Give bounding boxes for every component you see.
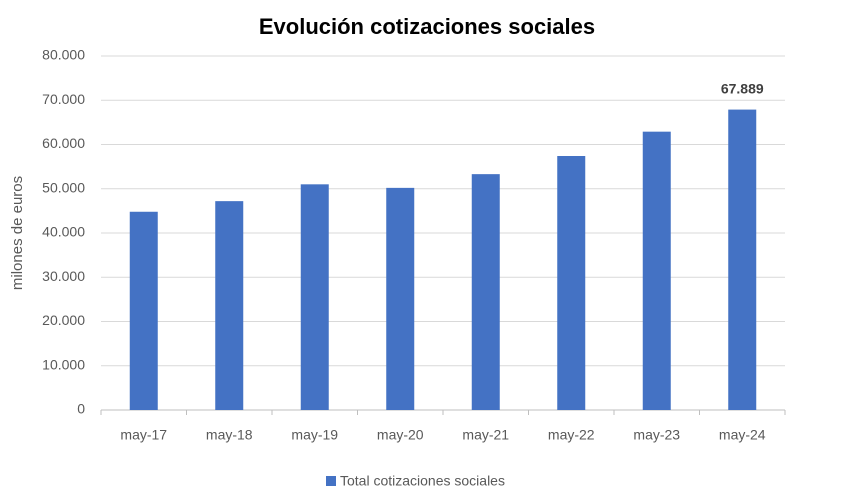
y-tick-label: 20.000: [42, 312, 85, 328]
y-tick-label: 50.000: [42, 179, 85, 195]
y-tick-label: 40.000: [42, 224, 85, 240]
y-tick-label: 70.000: [42, 91, 85, 107]
legend-label: Total cotizaciones sociales: [340, 473, 505, 489]
bar: [215, 201, 244, 410]
x-tick-label: may-22: [548, 427, 595, 443]
x-tick-label: may-23: [633, 427, 680, 443]
x-tick-label: may-19: [291, 427, 338, 443]
x-tick-label: may-24: [719, 427, 766, 443]
y-tick-label: 60.000: [42, 135, 85, 151]
bar: [386, 187, 415, 410]
y-tick-label: 10.000: [42, 356, 85, 372]
legend-marker: [326, 476, 336, 486]
x-tick-label: may-17: [120, 427, 167, 443]
bar: [471, 174, 500, 410]
bar: [300, 184, 329, 410]
x-tick-label: may-20: [377, 427, 424, 443]
y-tick-label: 30.000: [42, 268, 85, 284]
bar: [728, 109, 757, 410]
x-tick-label: may-21: [462, 427, 509, 443]
y-axis-label: milones de euros: [9, 176, 26, 290]
bar: [557, 156, 586, 410]
chart-title: Evolución cotizaciones sociales: [259, 14, 595, 39]
y-tick-label: 80.000: [42, 47, 85, 63]
bar: [642, 131, 671, 411]
data-label: 67.889: [721, 80, 764, 96]
x-tick-label: may-18: [206, 427, 253, 443]
y-tick-label: 0: [77, 401, 85, 417]
bar: [129, 211, 158, 410]
